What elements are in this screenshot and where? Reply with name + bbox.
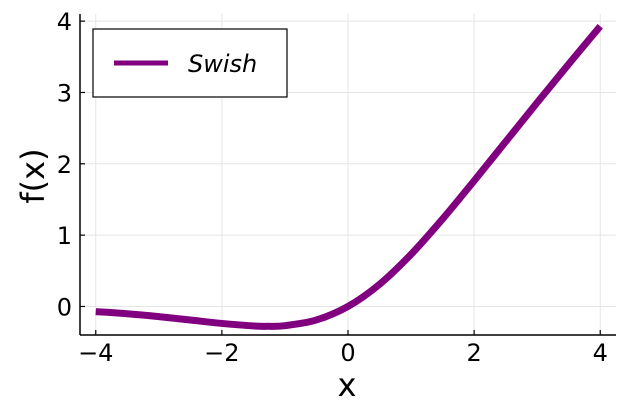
x-tick-label: 0 [340,339,355,367]
tick-marks: −4 −2 0 2 4 0 1 2 3 4 [57,8,608,367]
series-line-swish [95,24,603,330]
y-tick-label: 1 [57,222,72,250]
y-tick-label: 4 [57,8,72,36]
y-tick-label: 2 [57,151,72,179]
x-tick-label: −4 [78,339,113,367]
x-axis-title: x [338,366,357,403]
x-tick-label: 4 [593,339,608,367]
y-axis-title: f(x) [14,148,52,203]
x-tick-label: 2 [466,339,481,367]
series-layer [95,24,603,330]
x-tick-label: −2 [204,339,239,367]
legend-label-swish: Swish [188,50,257,78]
y-tick-label: 0 [57,293,72,321]
y-tick-label: 3 [57,79,72,107]
legend: Swish [92,28,288,98]
